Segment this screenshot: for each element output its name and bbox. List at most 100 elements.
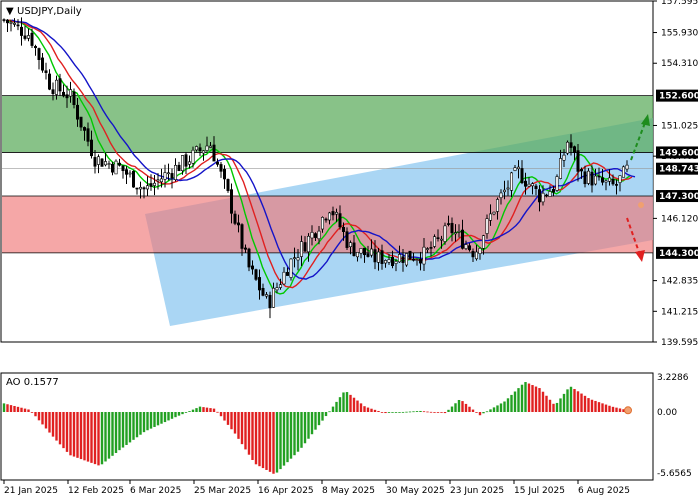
ao-bar <box>552 403 555 412</box>
bear-candle <box>58 78 62 92</box>
bull-candle <box>278 284 282 288</box>
bull-candle <box>481 235 485 249</box>
ao-bar <box>107 412 111 459</box>
ao-bar <box>538 388 541 412</box>
ao-bar <box>342 392 345 412</box>
ao-bar <box>310 412 314 435</box>
date-tick-label: 12 Feb 2025 <box>68 486 124 496</box>
ao-bar <box>380 412 384 413</box>
ao-bar <box>296 412 300 452</box>
ao-bar <box>461 401 464 412</box>
ao-bar <box>587 398 590 412</box>
bull-candle <box>464 244 468 249</box>
ao-bar <box>594 400 597 412</box>
ao-bar <box>177 412 181 416</box>
ao-bar <box>258 412 261 467</box>
ao-bar <box>387 412 391 413</box>
ao-bar <box>240 412 244 445</box>
ao-bar <box>506 398 510 412</box>
bear-candle <box>23 35 27 39</box>
bull-candle <box>9 22 13 24</box>
ao-bar <box>111 412 114 456</box>
ao-bar <box>44 412 48 429</box>
bull-candle <box>163 172 167 180</box>
bull-candle <box>509 172 513 191</box>
ao-bar <box>405 411 408 413</box>
ao-bar <box>300 412 303 448</box>
bear-candle <box>86 128 90 142</box>
bear-candle <box>268 294 272 309</box>
bull-candle <box>527 183 531 187</box>
bear-candle <box>313 233 317 238</box>
ao-bar <box>62 412 65 449</box>
bull-candle <box>160 178 164 183</box>
current-marker-icon <box>638 202 644 208</box>
bear-candle <box>93 157 97 167</box>
ao-bar <box>184 412 188 413</box>
ao-bar <box>615 407 618 412</box>
bull-candle <box>292 257 296 259</box>
ao-bar <box>471 409 475 412</box>
ao-bar <box>440 412 443 413</box>
ao-bar <box>261 412 265 469</box>
ao-bar <box>233 412 237 434</box>
ao-bar <box>121 412 125 448</box>
ao-bar <box>303 412 307 444</box>
ao-bar <box>335 401 338 412</box>
ao-bar <box>489 409 492 412</box>
bear-candle <box>352 242 356 257</box>
ao-bar <box>447 409 450 412</box>
ao-bar <box>429 411 433 413</box>
date-tick-label: 21 Jan 2025 <box>4 486 58 496</box>
ma-mid-line <box>8 19 633 289</box>
bull-candle <box>174 165 178 181</box>
bear-candle <box>572 146 576 153</box>
ao-bar <box>13 405 16 412</box>
bull-candle <box>439 238 443 241</box>
ao-bar <box>618 408 622 412</box>
bull-candle <box>376 251 380 263</box>
collapse-triangle-icon[interactable]: ▼ <box>6 6 14 17</box>
date-tick-label: 30 May 2025 <box>386 486 445 496</box>
ao-bar <box>170 412 174 419</box>
bull-candle <box>621 166 625 178</box>
ao-bar <box>156 412 160 426</box>
date-axis: 21 Jan 2025 12 Feb 2025 6 Mar 2025 25 Mar 2… <box>3 480 630 496</box>
ao-bar <box>562 393 566 412</box>
level-tag-label: 144.300 <box>659 249 700 259</box>
bull-candle <box>327 212 331 221</box>
bull-candle <box>565 141 569 154</box>
level-tag-bg <box>656 246 698 259</box>
ao-bar <box>289 412 293 459</box>
ao-tick-label: -5.6565 <box>657 469 692 479</box>
ao-bar <box>545 395 548 412</box>
bull-candle <box>404 253 408 266</box>
bear-candle <box>33 46 37 49</box>
bull-candle <box>485 218 489 234</box>
bull-candle <box>618 175 622 183</box>
ao-bar <box>146 412 149 431</box>
bear-candle <box>254 269 258 280</box>
bear-candle <box>520 168 524 184</box>
bull-candle <box>310 232 314 239</box>
price-tick-label: 155.930 <box>661 29 698 39</box>
ao-bar <box>72 412 76 457</box>
bear-candle <box>132 170 136 188</box>
level-tag-bg <box>656 89 698 102</box>
ao-bar <box>20 407 23 412</box>
ao-bar <box>583 395 587 412</box>
ao-bar <box>83 412 86 461</box>
bull-candle <box>513 167 517 171</box>
bear-candle <box>83 127 87 131</box>
ao-bar <box>513 391 517 412</box>
date-tick-label: 15 Jul 2025 <box>514 486 565 496</box>
bear-candle <box>79 116 83 128</box>
bear-candle <box>590 171 594 186</box>
ao-bar <box>475 412 478 413</box>
ao-bar <box>76 412 79 458</box>
bear-candle <box>544 194 548 197</box>
ao-bar <box>51 412 55 437</box>
bear-candle <box>251 265 255 270</box>
bear-candle <box>233 213 237 224</box>
bull-candle <box>488 213 492 221</box>
